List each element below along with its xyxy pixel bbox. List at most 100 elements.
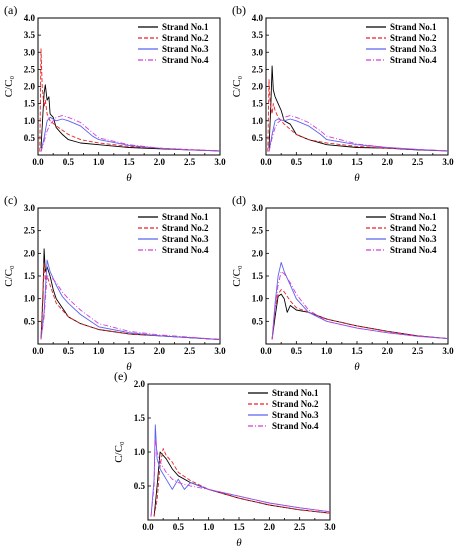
y-tick-label: 1.5 [252,271,264,281]
panel-label: (e) [114,369,127,383]
x-tick-label: 0.5 [173,522,185,532]
chart-panel-a: 0.0 0.5 1.0 1.5 2.0 2.5 3.0 0.5 1.0 1.5 2.0 2.5 3.0 3… [3,3,226,184]
x-tick-label: 1.0 [203,522,215,532]
y-tick-label: 1.5 [24,99,36,109]
x-tick-label: 2.0 [154,157,166,167]
x-tick-label: 0.0 [260,346,272,356]
x-tick-label: 2.5 [184,157,196,167]
y-tick-label: 1.5 [252,99,264,109]
x-tick-label: 1.0 [93,157,105,167]
y-tick-label: 2.0 [24,82,36,92]
y-axis-label: C/C₀ [231,265,243,287]
y-axis-label: C/C₀ [113,441,125,463]
series-line-strand-4 [271,271,449,340]
legend-label: Strand No.2 [272,399,319,409]
y-tick-label: 0.5 [24,316,36,326]
x-axis-label: θ [236,537,242,549]
y-tick-label: 0.5 [252,316,264,326]
series-line-strand-4 [150,437,331,517]
x-tick-label: 1.0 [93,346,105,356]
y-axis-label: C/C₀ [231,76,243,98]
x-tick-label: 1.5 [123,346,135,356]
series-line-strand-2 [40,261,221,340]
series-line-strand-3 [271,261,449,340]
x-tick-label: 2.0 [382,346,394,356]
x-tick-label: 0.0 [32,346,44,356]
legend-label: Strand No.4 [162,245,209,255]
chart-panel-d: 0.0 0.5 1.0 1.5 2.0 2.5 3.0 0.5 1.0 1.5 2.0 2.5 3.0 θ… [231,193,454,373]
x-tick-label: 2.5 [412,157,424,167]
x-tick-label: 0.5 [63,157,75,167]
legend-label: Strand No.1 [162,212,209,222]
series-line-strand-1 [40,248,221,340]
chart-panel-c: 0.0 0.5 1.0 1.5 2.0 2.5 3.0 0.5 1.0 1.5 2.0 2.5 3.0 θ… [3,193,226,373]
x-tick-label: 2.0 [382,157,394,167]
legend-label: Strand No.1 [162,22,209,32]
y-tick-label: 0.5 [252,133,264,143]
y-tick-label: 3.0 [252,47,264,57]
legend-label: Strand No.4 [162,55,209,65]
series-line-strand-4 [40,275,221,340]
y-tick-label: 1.5 [24,271,36,281]
y-axis-label: C/C₀ [3,76,15,98]
y-tick-label: 1.0 [24,116,36,126]
y-tick-label: 3.0 [252,203,264,213]
y-tick-label: 2.5 [24,226,36,236]
y-tick-label: 2.5 [252,64,264,74]
x-tick-label: 1.0 [321,346,333,356]
series-line-strand-2 [153,448,331,517]
y-tick-label: 2.5 [252,226,264,236]
x-tick-label: 1.5 [123,157,135,167]
legend-label: Strand No.1 [272,388,319,398]
y-tick-label: 2.5 [24,64,36,74]
legend-label: Strand No.2 [162,223,209,233]
legend-label: Strand No.3 [272,410,319,420]
legend-label: Strand No.1 [390,22,437,32]
panel-label: (c) [4,193,17,207]
chart-panel-e: 0.0 0.5 1.0 1.5 2.0 2.5 3.0 0.5 1.0 1.5 2.0 θ C/C₀ (e… [113,369,336,549]
y-tick-label: 1.0 [252,116,264,126]
legend-label: Strand No.2 [390,33,437,43]
y-tick-label: 2.0 [24,248,36,258]
x-tick-label: 0.5 [291,157,303,167]
y-tick-label: 1.5 [134,413,146,423]
y-tick-label: 1.0 [134,447,146,457]
y-tick-label: 3.5 [252,30,264,40]
x-tick-label: 1.0 [321,157,333,167]
legend-label: Strand No.3 [162,234,209,244]
series-line-strand-1 [153,451,331,517]
x-tick-label: 0.0 [32,157,44,167]
legend-label: Strand No.3 [162,44,209,54]
panel-label: (b) [232,3,246,17]
panel-label: (a) [4,3,17,17]
legend-label: Strand No.2 [390,223,437,233]
x-tick-label: 3.0 [442,346,454,356]
x-tick-label: 2.5 [184,346,196,356]
x-tick-label: 2.0 [264,522,276,532]
x-tick-label: 3.0 [214,346,226,356]
y-tick-label: 4.0 [24,13,36,23]
x-tick-label: 1.5 [351,157,363,167]
x-tick-label: 2.5 [412,346,424,356]
series-line-strand-2 [267,79,449,152]
x-tick-label: 1.5 [233,522,245,532]
x-tick-label: 0.5 [63,346,75,356]
y-tick-label: 2.0 [134,379,146,389]
x-axis-label: θ [354,361,360,373]
x-tick-label: 0.0 [260,157,272,167]
legend-label: Strand No.4 [390,55,437,65]
y-axis-label: C/C₀ [3,265,15,287]
y-tick-label: 1.0 [252,294,264,304]
y-tick-label: 3.5 [24,30,36,40]
y-tick-label: 4.0 [252,13,264,23]
legend-label: Strand No.2 [162,33,209,43]
y-tick-label: 2.0 [252,82,264,92]
x-tick-label: 1.5 [351,346,363,356]
series-line-strand-3 [150,424,331,517]
panel-label: (d) [232,193,246,207]
series-line-strand-1 [40,84,221,152]
x-axis-label: θ [126,172,132,184]
